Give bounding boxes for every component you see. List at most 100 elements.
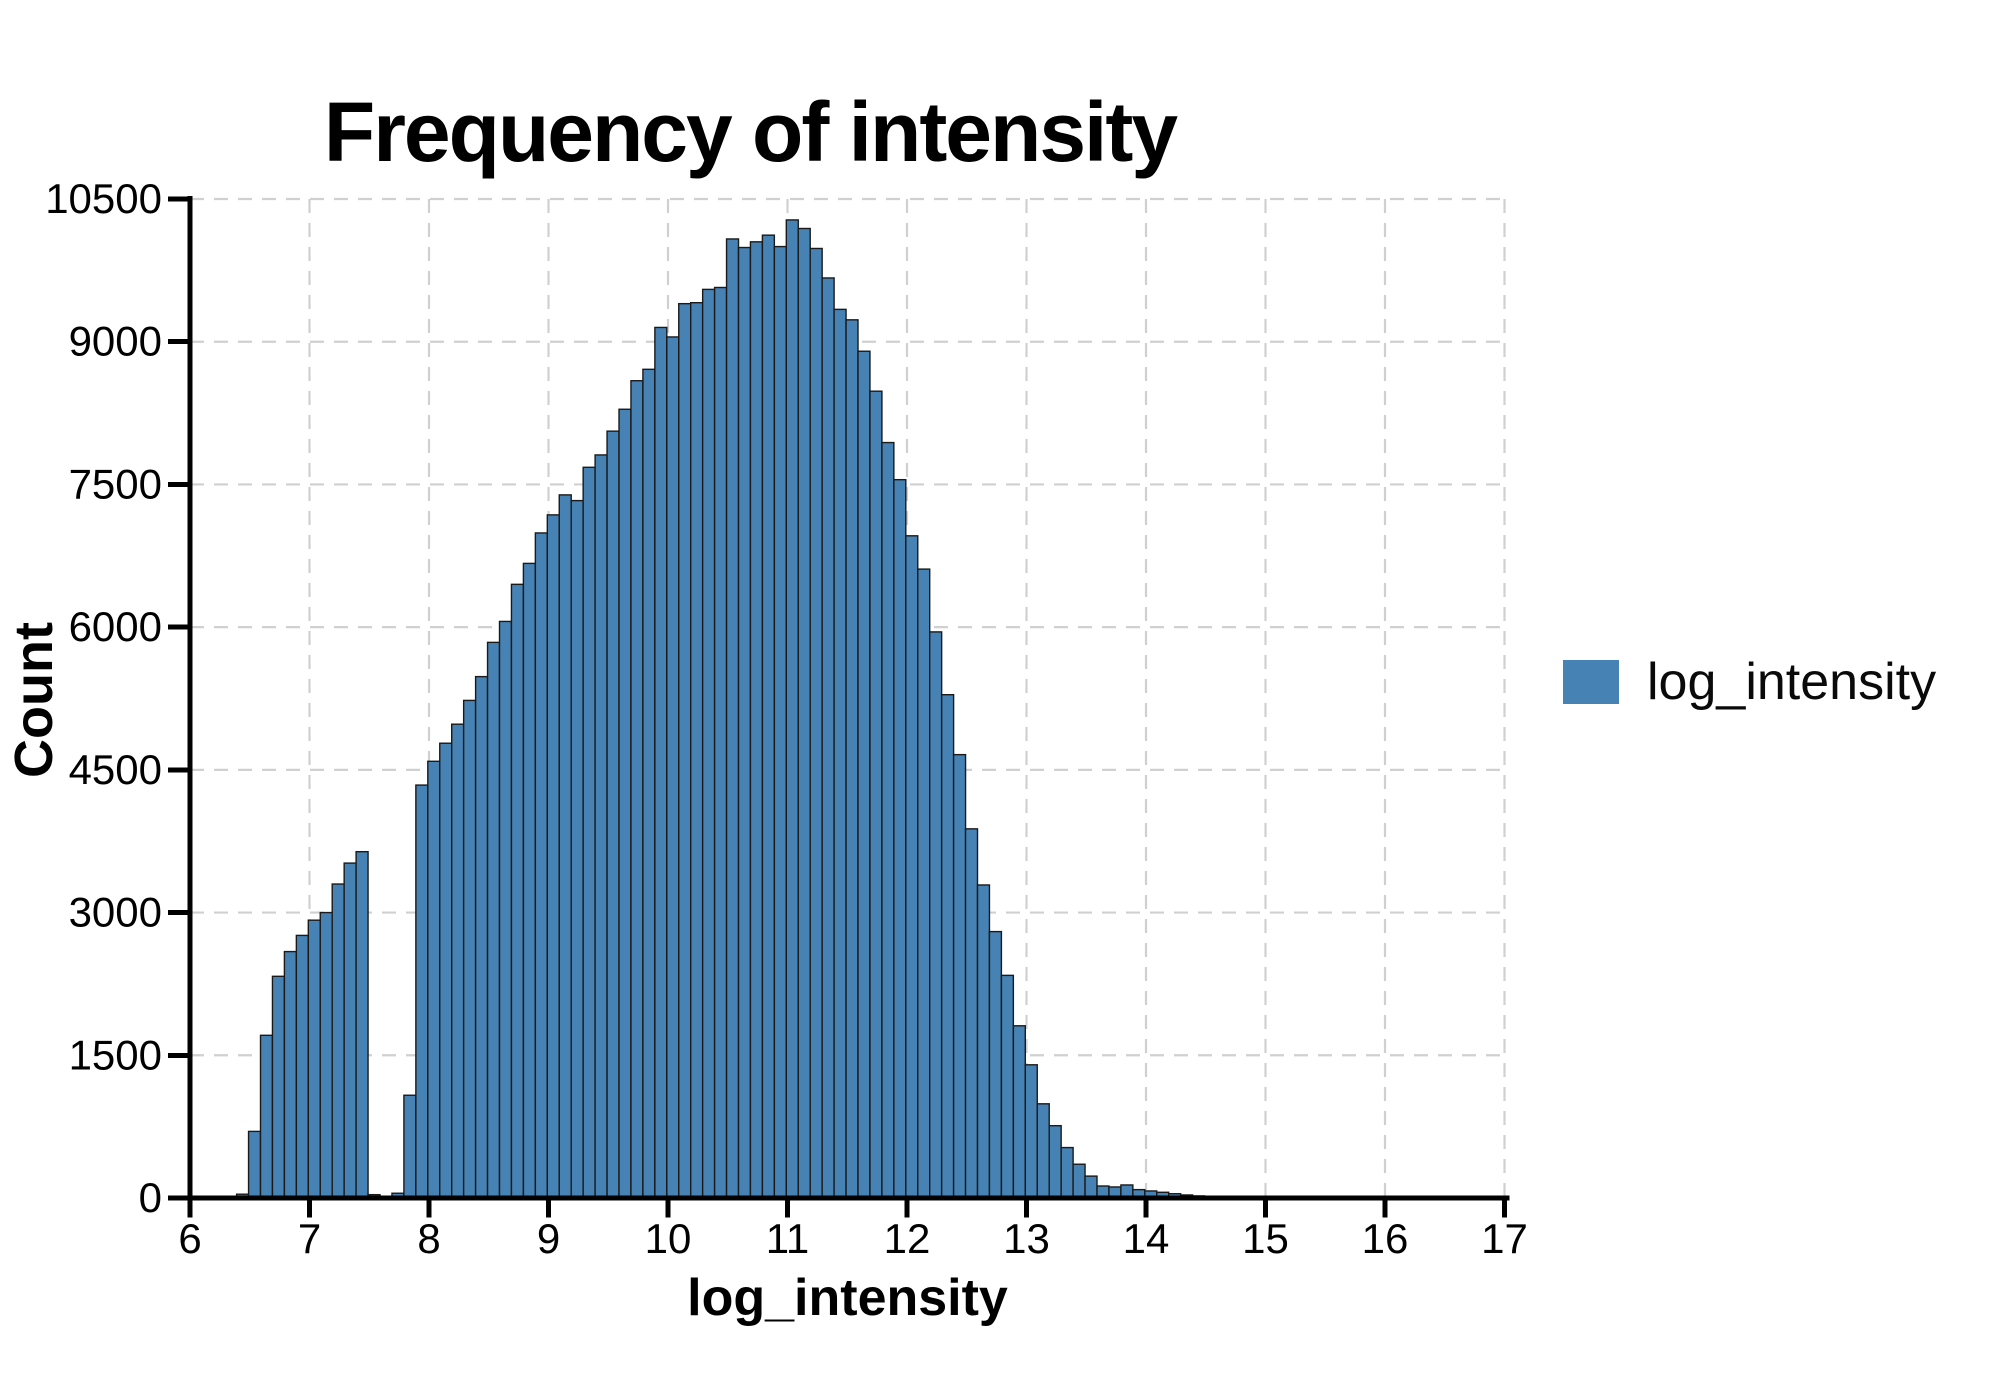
histogram-bar — [283, 950, 298, 1199]
x-tick-mark — [307, 1200, 312, 1218]
histogram-bar — [439, 742, 453, 1199]
histogram-bar — [1060, 1146, 1074, 1199]
histogram-bar — [618, 408, 632, 1199]
histogram-bar — [917, 568, 931, 1199]
histogram-bar — [845, 319, 859, 1199]
x-tick-label: 16 — [1362, 1215, 1409, 1262]
x-tick-label: 12 — [884, 1215, 931, 1262]
x-tick-label: 8 — [417, 1215, 440, 1262]
histogram-bar — [295, 934, 310, 1199]
histogram-bar — [725, 238, 740, 1199]
histogram-bar — [869, 390, 883, 1199]
histogram-bar — [678, 302, 692, 1199]
y-tick-mark — [168, 910, 188, 916]
histogram-bar — [1084, 1175, 1098, 1199]
histogram-bar — [570, 499, 584, 1199]
x-tick-label: 13 — [1003, 1215, 1050, 1262]
histogram-bar — [606, 430, 620, 1199]
histogram-bar — [749, 241, 764, 1199]
x-tick-label: 6 — [178, 1215, 201, 1262]
histogram-bar — [355, 850, 369, 1199]
histogram-bar — [534, 532, 549, 1199]
histogram-bar — [462, 699, 477, 1199]
histogram-bar — [773, 245, 788, 1199]
histogram-bar — [594, 454, 608, 1199]
x-tick-mark — [1143, 1200, 1149, 1218]
y-tick-mark — [168, 767, 188, 773]
y-tick-label: 10500 — [45, 175, 162, 222]
histogram-bar — [1036, 1103, 1050, 1199]
histogram-bar — [546, 514, 560, 1199]
histogram-bar — [1048, 1124, 1062, 1199]
histogram-bar — [929, 631, 943, 1199]
histogram-bar — [403, 1094, 417, 1199]
histogram-bar — [486, 641, 501, 1199]
x-tick-mark — [1263, 1200, 1268, 1218]
x-tick-mark — [904, 1200, 910, 1218]
y-tick-mark — [168, 1052, 188, 1058]
histogram-bar — [510, 583, 525, 1199]
histogram-bar — [713, 286, 728, 1199]
histogram-bar — [821, 277, 835, 1199]
x-tick-label: 14 — [1123, 1215, 1170, 1262]
histogram-bar — [701, 288, 716, 1199]
y-tick-label: 6000 — [69, 603, 162, 650]
histogram-bar — [833, 308, 847, 1199]
x-tick-label: 9 — [537, 1215, 560, 1262]
y-axis-title: Count — [4, 622, 64, 778]
histogram-bar — [881, 441, 895, 1199]
y-tick-label: 1500 — [69, 1031, 162, 1078]
x-tick-mark — [1502, 1200, 1507, 1218]
histogram-bar — [964, 828, 979, 1199]
x-tick-mark — [1382, 1200, 1388, 1218]
tick-labels: 6 7 8 9 10 11 12 13 14 15 16 17 0 1500 3000 4500 6000 750… — [45, 175, 1528, 1262]
histogram-bar — [976, 884, 991, 1199]
x-tick-mark — [187, 1200, 193, 1218]
histogram-bar — [857, 350, 871, 1199]
histogram-bar — [809, 247, 823, 1199]
y-tick-mark — [168, 1195, 188, 1201]
histogram-bar — [582, 466, 596, 1199]
histogram-bar — [247, 1130, 262, 1199]
x-tick-label: 10 — [645, 1215, 692, 1262]
histogram-bar — [343, 862, 357, 1199]
histogram-bar — [654, 326, 668, 1199]
histogram-bar — [988, 930, 1003, 1199]
histogram-bar — [522, 562, 537, 1199]
x-tick-label: 11 — [766, 1215, 810, 1262]
histogram-bar — [307, 919, 321, 1199]
histogram-bar — [427, 760, 441, 1199]
histogram-bar — [642, 368, 656, 1199]
legend-swatch-icon — [1563, 660, 1619, 704]
histogram-bar — [893, 478, 907, 1199]
histogram-bar — [785, 219, 799, 1199]
x-tick-label: 7 — [298, 1215, 321, 1262]
histogram-bar — [558, 494, 572, 1199]
x-tick-mark — [546, 1200, 551, 1218]
x-tick-mark — [785, 1200, 790, 1218]
chart-title: Frequency of intensity — [323, 85, 1178, 179]
axes — [168, 196, 1510, 1218]
histogram-bar — [1024, 1064, 1038, 1199]
y-tick-mark — [168, 339, 188, 345]
x-axis-title: log_intensity — [687, 1269, 1008, 1327]
histogram-bar — [451, 723, 465, 1199]
histogram-bar — [905, 535, 919, 1199]
histogram-bar — [952, 753, 967, 1199]
y-tick-label: 7500 — [69, 460, 162, 507]
histogram-bar — [737, 246, 752, 1199]
legend: log_intensity — [1563, 656, 1936, 708]
x-axis-spine — [185, 1195, 1510, 1201]
x-tick-mark — [1024, 1200, 1029, 1218]
histogram-bar — [761, 234, 776, 1199]
histogram-bar — [797, 227, 811, 1199]
y-tick-mark — [168, 481, 188, 487]
histogram-bar — [498, 620, 513, 1199]
x-tick-label: 17 — [1481, 1215, 1528, 1262]
histogram-bar — [940, 693, 955, 1199]
histogram-bar — [319, 911, 333, 1199]
histogram-bar — [690, 302, 704, 1199]
histogram-bar — [1072, 1163, 1086, 1199]
